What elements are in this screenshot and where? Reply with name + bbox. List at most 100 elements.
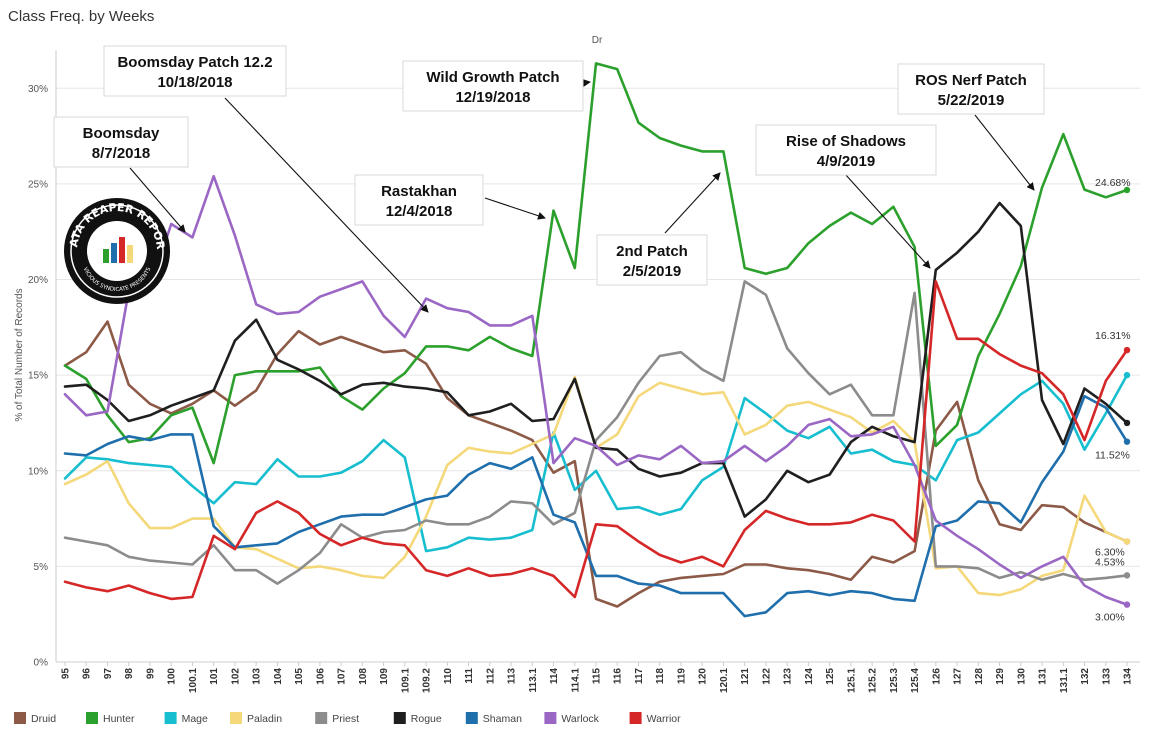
series-line-shaman (63, 394, 1129, 618)
x-tick-label: 119 (676, 668, 687, 685)
end-point-mage (1123, 371, 1131, 379)
chart-header: Dr (592, 35, 603, 46)
annotation-box (354, 174, 484, 226)
y-tick-label: 10% (28, 466, 48, 477)
y-tick-label: 30% (28, 84, 48, 95)
y-axis: 0% 5% 10% 15% 20% 25% 30% (28, 84, 48, 669)
series-line-priest (63, 280, 1129, 585)
x-tick-label: 116 (613, 668, 624, 685)
x-tick-label: 106 (315, 668, 326, 685)
series-line-mage (63, 373, 1129, 553)
annotation-box (897, 63, 1045, 115)
legend-label: Shaman (483, 713, 522, 725)
annotation-title: ROS Nerf Patch (915, 72, 1027, 89)
x-tick-label: 125.4 (910, 668, 921, 693)
x-tick-label: 131.1 (1059, 668, 1070, 693)
end-point-warrior (1123, 346, 1131, 354)
legend-swatch-hunter (86, 712, 98, 724)
legend-swatch-mage (164, 712, 177, 724)
x-tick-label: 125.2 (868, 668, 879, 693)
annotation-arrow (664, 172, 721, 234)
legend: Druid Hunter Mage Paladin Priest Rogue Shaman W… (14, 712, 681, 725)
x-tick-label: 97 (103, 668, 114, 680)
x-tick-label: 121 (740, 668, 751, 685)
end-label: 4.53% (1095, 556, 1125, 568)
end-point-hunter (1123, 186, 1131, 194)
annotations: Boomsday Patch 12.2 10/18/2018 Boomsday 8/7… (53, 45, 1045, 313)
x-tick-label: 122 (761, 668, 772, 685)
end-label: 16.31% (1095, 330, 1131, 342)
legend-label: Druid (31, 713, 56, 725)
x-tick-label: 100 (167, 668, 178, 685)
legend-swatch-warlock (544, 712, 557, 724)
x-tick-label: 120.1 (719, 668, 730, 693)
x-tick-label: 109.2 (422, 668, 433, 693)
annotation-arrow (484, 197, 546, 220)
x-tick-label: 130 (1016, 668, 1027, 685)
chart-title: Class Freq. by Weeks (8, 8, 154, 25)
annotation-title: Wild Growth Patch (426, 69, 559, 86)
series-line-paladin (63, 375, 1129, 597)
x-tick-label: 107 (337, 668, 348, 685)
annotation-box (103, 45, 287, 97)
annotation-arrow (224, 97, 429, 313)
annotation-title: 2nd Patch (616, 243, 688, 260)
legend-label: Hunter (103, 713, 135, 725)
legend-swatch-shaman (465, 712, 478, 724)
legend-swatch-priest (315, 712, 328, 724)
x-tick-label: 118 (655, 668, 666, 685)
x-tick-label: 115 (592, 668, 603, 685)
legend-swatch-rogue (393, 712, 406, 724)
end-point-warlock (1123, 601, 1131, 608)
end-point-paladin (1123, 538, 1131, 545)
y-tick-label: 20% (28, 275, 48, 286)
y-tick-label: 25% (28, 179, 48, 190)
annotation-title: Rastakhan (381, 183, 457, 200)
series-line-warlock (63, 174, 1129, 606)
x-tick-label: 99 (145, 668, 156, 680)
legend-label: Paladin (247, 713, 282, 725)
x-tick-label: 125.3 (889, 668, 900, 693)
x-tick-label: 101 (209, 668, 220, 685)
x-tick-label: 117 (634, 668, 645, 685)
x-axis: 95 96 97 98 99 100 100.1 101 102 103 104 105 106 107 1… (61, 662, 1134, 693)
x-tick-label: 104 (273, 668, 284, 685)
x-tick-label: 109.1 (400, 668, 411, 693)
end-label: 6.30% (1095, 547, 1125, 559)
legend-swatch-warrior (629, 712, 642, 724)
x-tick-label: 108 (358, 668, 369, 685)
y-axis-label: % of Total Number of Records (14, 288, 25, 421)
legend-swatch-druid (14, 712, 26, 724)
annotation-date: 5/22/2019 (938, 92, 1005, 109)
x-tick-label: 110 (443, 668, 454, 685)
x-tick-label: 132 (1080, 668, 1091, 685)
x-tick-label: 123 (783, 668, 794, 685)
annotation-box (755, 124, 937, 176)
legend-label: Rogue (411, 713, 442, 725)
x-tick-label: 109 (379, 668, 390, 685)
x-tick-label: 120 (698, 668, 709, 685)
annotation-title: Boomsday Patch 12.2 (117, 54, 272, 71)
legend-label: Priest (332, 713, 359, 725)
x-tick-label: 129 (995, 668, 1006, 685)
x-tick-label: 114.1 (570, 668, 581, 693)
x-tick-label: 102 (230, 668, 241, 685)
x-tick-label: 134 (1123, 668, 1134, 685)
x-tick-label: 113 (507, 668, 518, 685)
x-tick-label: 95 (61, 668, 72, 680)
annotation-date: 10/18/2018 (157, 74, 232, 91)
legend-label: Mage (182, 713, 208, 725)
annotation-arrow (974, 114, 1035, 191)
x-tick-label: 111 (464, 668, 475, 684)
x-tick-label: 133 (1101, 668, 1112, 685)
x-tick-label: 105 (294, 668, 305, 685)
annotation-date: 12/4/2018 (386, 203, 453, 220)
annotation-box (53, 116, 189, 168)
x-tick-label: 125.1 (846, 668, 857, 693)
y-tick-label: 5% (34, 562, 49, 573)
data-reaper-report-logo: DATA REAPER REPORT VICIOUS SYNDICATE PRE… (64, 198, 170, 304)
x-tick-label: 126 (931, 668, 942, 685)
annotation-title: Boomsday (83, 125, 160, 142)
annotation-box (402, 60, 584, 112)
